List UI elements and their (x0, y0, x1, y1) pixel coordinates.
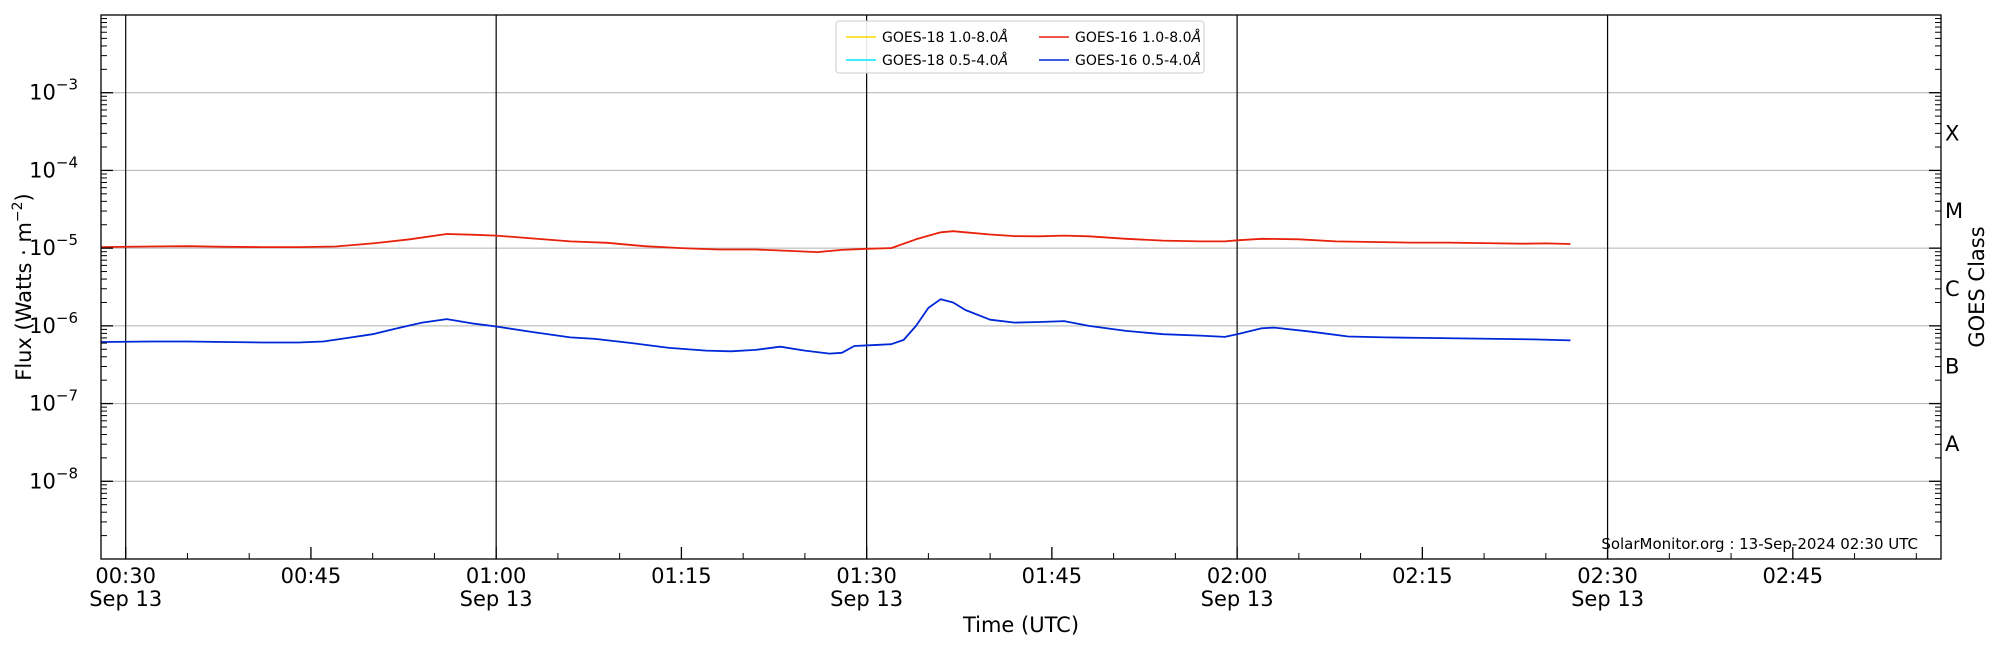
x-tick-label: 02:15 (1392, 564, 1453, 588)
axis-ticks (101, 18, 1941, 559)
y-tick-label: 10−5 (29, 231, 78, 260)
x-tick-label: 01:00 (466, 564, 527, 588)
legend-box (835, 20, 1205, 74)
legend-label: GOES-16 0.5-4.0Å (1075, 52, 1201, 69)
x-tick-label: 01:15 (651, 564, 712, 588)
x-tick-date-label: Sep 13 (460, 587, 533, 611)
goes-class-x: X (1945, 121, 1959, 145)
x-tick-label: 02:00 (1207, 564, 1268, 588)
y-tick-label: 10−7 (29, 387, 78, 416)
legend: GOES-18 1.0-8.0Å GOES-18 0.5-4.0Å GOES-16 … (835, 20, 1205, 74)
x-axis-label: Time (UTC) (962, 613, 1079, 637)
legend-label: GOES-16 1.0-8.0Å (1075, 29, 1201, 46)
plot-frame (100, 14, 1942, 560)
goes-class-c: C (1945, 277, 1960, 301)
day-boundary-lines (125, 15, 1609, 559)
goes-class-labels: A B C M X (1945, 121, 1963, 456)
series-line (100, 298, 1571, 355)
y-tick-label: 10−4 (29, 153, 78, 182)
x-tick-label: 01:45 (1022, 564, 1083, 588)
x-tick-label: 02:45 (1763, 564, 1824, 588)
x-tick-label: 00:45 (281, 564, 342, 588)
x-tick-label: 00:30 (95, 564, 156, 588)
x-tick-date-label: Sep 13 (1201, 587, 1274, 611)
goes-class-axis-label: GOES Class (1965, 226, 1989, 347)
x-tick-label: 01:30 (836, 564, 897, 588)
y-axis-label: Flux (Watts · m−2) (10, 193, 36, 381)
goes-class-b: B (1945, 354, 1959, 378)
y-tick-label: 10−6 (29, 309, 78, 338)
y-tick-label: 10−3 (29, 76, 78, 105)
x-tick-label: 02:30 (1577, 564, 1638, 588)
y-tick-label: 10−8 (29, 464, 78, 493)
y-tick-labels: 10−8 10−7 10−6 10−5 10−4 10−3 (29, 76, 78, 494)
credit-text: SolarMonitor.org : 13-Sep-2024 02:30 UTC (1601, 535, 1918, 553)
goes-class-m: M (1945, 199, 1963, 223)
legend-label: GOES-18 0.5-4.0Å (882, 52, 1008, 69)
x-tick-date-label: Sep 13 (1571, 587, 1644, 611)
goes-class-a: A (1945, 432, 1960, 456)
x-tick-date-label: Sep 13 (89, 587, 162, 611)
flux-series (100, 230, 1571, 355)
x-tick-date-label: Sep 13 (830, 587, 903, 611)
series-line (100, 230, 1571, 254)
legend-label: GOES-18 1.0-8.0Å (882, 29, 1008, 46)
